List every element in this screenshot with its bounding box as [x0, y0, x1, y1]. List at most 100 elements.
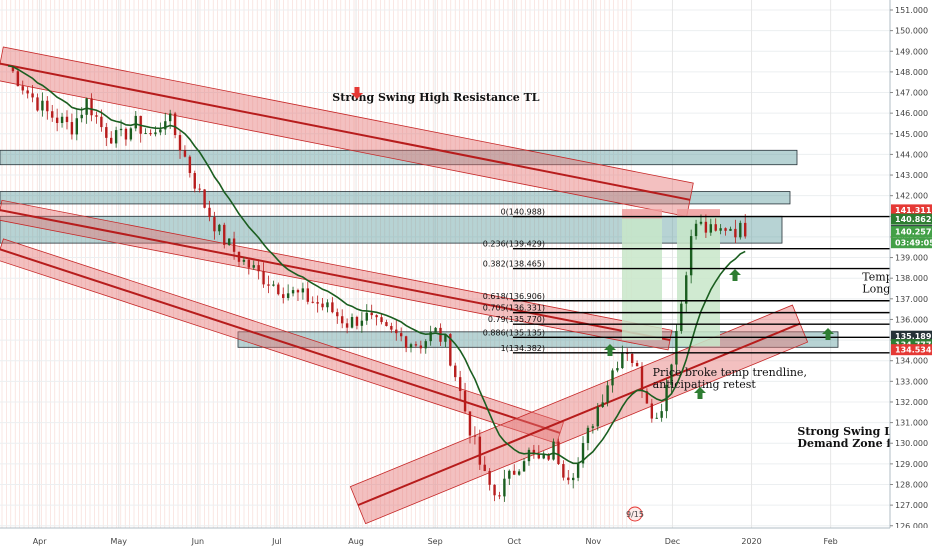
annotation-text: Price broke temp trendline,	[653, 366, 807, 379]
plot-background	[0, 0, 890, 528]
candle-body	[355, 317, 359, 326]
candle-body	[744, 222, 747, 237]
candle-body	[375, 315, 378, 318]
fib-level-label: 0.236(139.429)	[483, 240, 545, 249]
candle-body	[51, 111, 54, 118]
candle-body	[237, 251, 241, 262]
price-tick-label: 144.000	[895, 150, 928, 159]
fib-level-label: 0.79(135.770)	[488, 315, 545, 324]
candle-body	[95, 115, 98, 117]
candle-body	[183, 150, 187, 157]
candle-body	[606, 385, 609, 403]
candle-body	[232, 238, 236, 252]
candle-body	[611, 370, 614, 386]
candle-body	[729, 228, 732, 231]
candle-body	[454, 365, 457, 378]
candle-body	[70, 122, 74, 135]
price-tick-label: 139.000	[895, 254, 928, 263]
temp-trendline-line	[0, 209, 671, 342]
arrow-up-icon	[822, 328, 834, 340]
time-tick-label: Nov	[586, 537, 602, 546]
candle-body	[414, 344, 418, 346]
price-tag	[891, 213, 932, 225]
candle-body	[478, 436, 482, 465]
candle-body	[321, 303, 324, 308]
price-tick-label: 148.000	[895, 68, 928, 77]
candle-body	[552, 441, 555, 460]
arrow-down-icon	[351, 87, 363, 99]
candle-body	[326, 302, 329, 308]
candle-body	[16, 71, 20, 87]
candle-body	[286, 293, 290, 298]
logo-text: 9/15	[626, 510, 644, 519]
candle-body	[680, 303, 683, 331]
price-tag-label: 135.189	[895, 332, 932, 341]
price-tick-label: 130.000	[895, 439, 928, 448]
candle-body	[424, 341, 427, 349]
price-tick-label: 136.000	[895, 315, 928, 324]
candle-body	[689, 236, 693, 276]
candle-body	[178, 135, 182, 151]
price-tick-label: 128.000	[895, 480, 928, 489]
candle-body	[119, 128, 123, 131]
candle-body	[350, 317, 354, 328]
candle-body	[542, 454, 545, 459]
fib-level-label: 0.705(136.331)	[483, 304, 545, 313]
candle-body	[699, 221, 703, 224]
candle-body	[193, 173, 196, 189]
candle-body	[173, 113, 177, 136]
candle-body	[621, 352, 624, 369]
candle-body	[591, 426, 595, 428]
price-tick-label: 126.000	[895, 522, 928, 531]
target-zone	[677, 216, 720, 347]
candle-body	[21, 86, 24, 91]
price-tick-label: 127.000	[895, 501, 928, 510]
price-tick-label: 146.000	[895, 109, 928, 118]
moving-average-line	[7, 65, 746, 465]
price-tick-label: 151.000	[895, 6, 928, 15]
candle-body	[473, 435, 477, 437]
candle-body	[734, 228, 737, 238]
time-tick-label: Dec	[665, 537, 680, 546]
price-tag	[891, 344, 932, 356]
candle-body	[670, 364, 673, 385]
candle-body	[36, 97, 39, 111]
candle-body	[493, 484, 496, 496]
candle-body	[508, 470, 511, 479]
candle-body	[739, 222, 742, 238]
candle-body	[562, 464, 565, 478]
candle-body	[694, 223, 698, 237]
candle-body	[336, 312, 339, 317]
candle-body	[399, 333, 403, 337]
time-tick-label: Oct	[507, 537, 521, 546]
candle-body	[168, 113, 172, 122]
price-tick-label: 147.000	[895, 89, 928, 98]
candle-body	[60, 116, 64, 123]
candle-body	[198, 188, 201, 190]
candle-body	[645, 391, 649, 404]
candle-body	[218, 224, 221, 232]
price-tag-label: 140.257	[895, 228, 931, 237]
candle-body	[675, 330, 678, 365]
price-tag	[891, 330, 932, 342]
candle-body	[149, 133, 152, 135]
candle-body	[463, 391, 467, 412]
price-tag-label: 141.311	[895, 206, 932, 215]
candle-body	[537, 453, 540, 459]
annotation-text: Strong Swing High Resistance TL	[332, 91, 539, 104]
arrow-up-icon	[694, 387, 706, 399]
candle-body	[567, 477, 570, 481]
candle-body	[709, 224, 713, 233]
candle-body	[272, 284, 275, 286]
price-tag	[891, 204, 932, 216]
time-axis-background	[0, 528, 932, 550]
candle-body	[419, 345, 423, 349]
candle-body	[267, 284, 270, 286]
annotation-text: anticipating retest	[653, 378, 757, 391]
time-axis: Apr May Jun Jul Aug Sep Oct Nov Dec 2020 Feb	[0, 527, 932, 550]
candle-body	[517, 471, 521, 475]
candle-body	[80, 114, 83, 119]
candle-body	[724, 228, 727, 231]
price-tag-label: 134.534	[895, 346, 932, 355]
